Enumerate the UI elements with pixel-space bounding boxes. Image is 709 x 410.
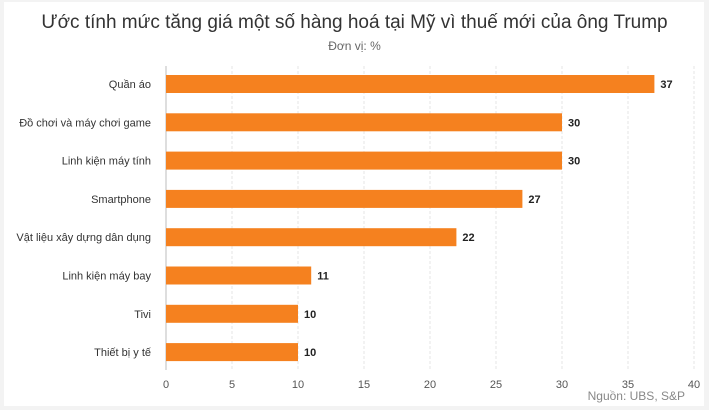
x-tick-label: 20	[424, 379, 436, 391]
x-tick-label: 35	[622, 379, 634, 391]
x-tick-label: 5	[229, 379, 235, 391]
category-label: Tivi	[134, 309, 151, 321]
data-label: 30	[568, 117, 580, 129]
category-label: Linh kiện máy tính	[62, 156, 151, 168]
bar	[166, 343, 298, 362]
x-tick-label: 15	[358, 379, 370, 391]
bar	[166, 75, 655, 93]
bar	[166, 304, 298, 323]
value-labels: 37 30 30 27 22 11 10 10	[304, 79, 673, 359]
x-axis-ticks: 0 5 10 15 20 25 30 35 40	[163, 379, 700, 391]
category-label: Smartphone	[91, 194, 151, 206]
bar	[166, 189, 523, 208]
data-label: 30	[568, 156, 580, 168]
x-tick-label: 30	[556, 379, 568, 391]
x-tick-label: 0	[163, 379, 169, 391]
bar	[166, 266, 312, 285]
gridlines	[165, 66, 695, 370]
data-label: 22	[462, 232, 474, 244]
data-label: 10	[304, 309, 316, 321]
data-label: 37	[660, 79, 672, 91]
bar	[166, 113, 562, 132]
category-label: Đồ chơi và máy chơi game	[19, 117, 151, 129]
category-label: Quần áo	[109, 79, 151, 91]
x-tick-label: 25	[490, 379, 502, 391]
category-labels: Quần áo Đồ chơi và máy chơi game Linh kiện…	[16, 79, 151, 359]
bar	[166, 228, 457, 247]
category-label: Vật liệu xây dựng dân dụng	[16, 232, 151, 244]
data-label: 27	[528, 194, 540, 206]
bars	[166, 75, 655, 362]
chart-subtitle: Đơn vị: %	[328, 39, 381, 53]
category-label: Linh kiện máy bay	[62, 271, 151, 283]
data-label: 10	[304, 347, 316, 359]
x-tick-label: 40	[688, 379, 700, 391]
x-tick-label: 10	[292, 379, 304, 391]
category-label: Thiết bị y tế	[94, 347, 151, 359]
data-label: 11	[317, 271, 329, 283]
bar	[166, 151, 562, 170]
source-note: Nguồn: UBS, S&P	[587, 389, 685, 403]
chart-title: Ước tính mức tăng giá một số hàng hoá tạ…	[41, 12, 668, 33]
